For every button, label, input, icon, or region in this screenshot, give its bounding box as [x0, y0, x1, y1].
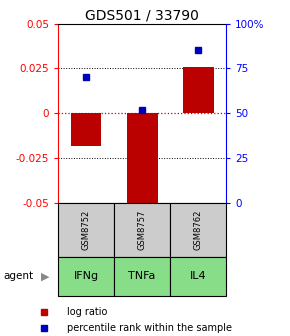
Bar [170, 203, 226, 257]
Bar [58, 203, 114, 257]
Bar [114, 203, 170, 257]
Bar [114, 257, 170, 296]
Text: GSM8757: GSM8757 [137, 210, 147, 250]
Text: IL4: IL4 [190, 271, 206, 281]
Text: agent: agent [3, 271, 33, 281]
Bar [170, 257, 226, 296]
Text: percentile rank within the sample: percentile rank within the sample [67, 323, 232, 333]
Bar [70, 114, 102, 146]
Title: GDS501 / 33790: GDS501 / 33790 [85, 8, 199, 23]
Text: TNFa: TNFa [128, 271, 156, 281]
Text: GSM8762: GSM8762 [194, 210, 203, 250]
Text: IFNg: IFNg [73, 271, 99, 281]
Text: GSM8752: GSM8752 [81, 210, 90, 250]
Text: log ratio: log ratio [67, 307, 107, 317]
Text: ▶: ▶ [41, 271, 49, 281]
Bar [183, 67, 213, 114]
Bar [127, 114, 157, 209]
Bar [58, 257, 114, 296]
